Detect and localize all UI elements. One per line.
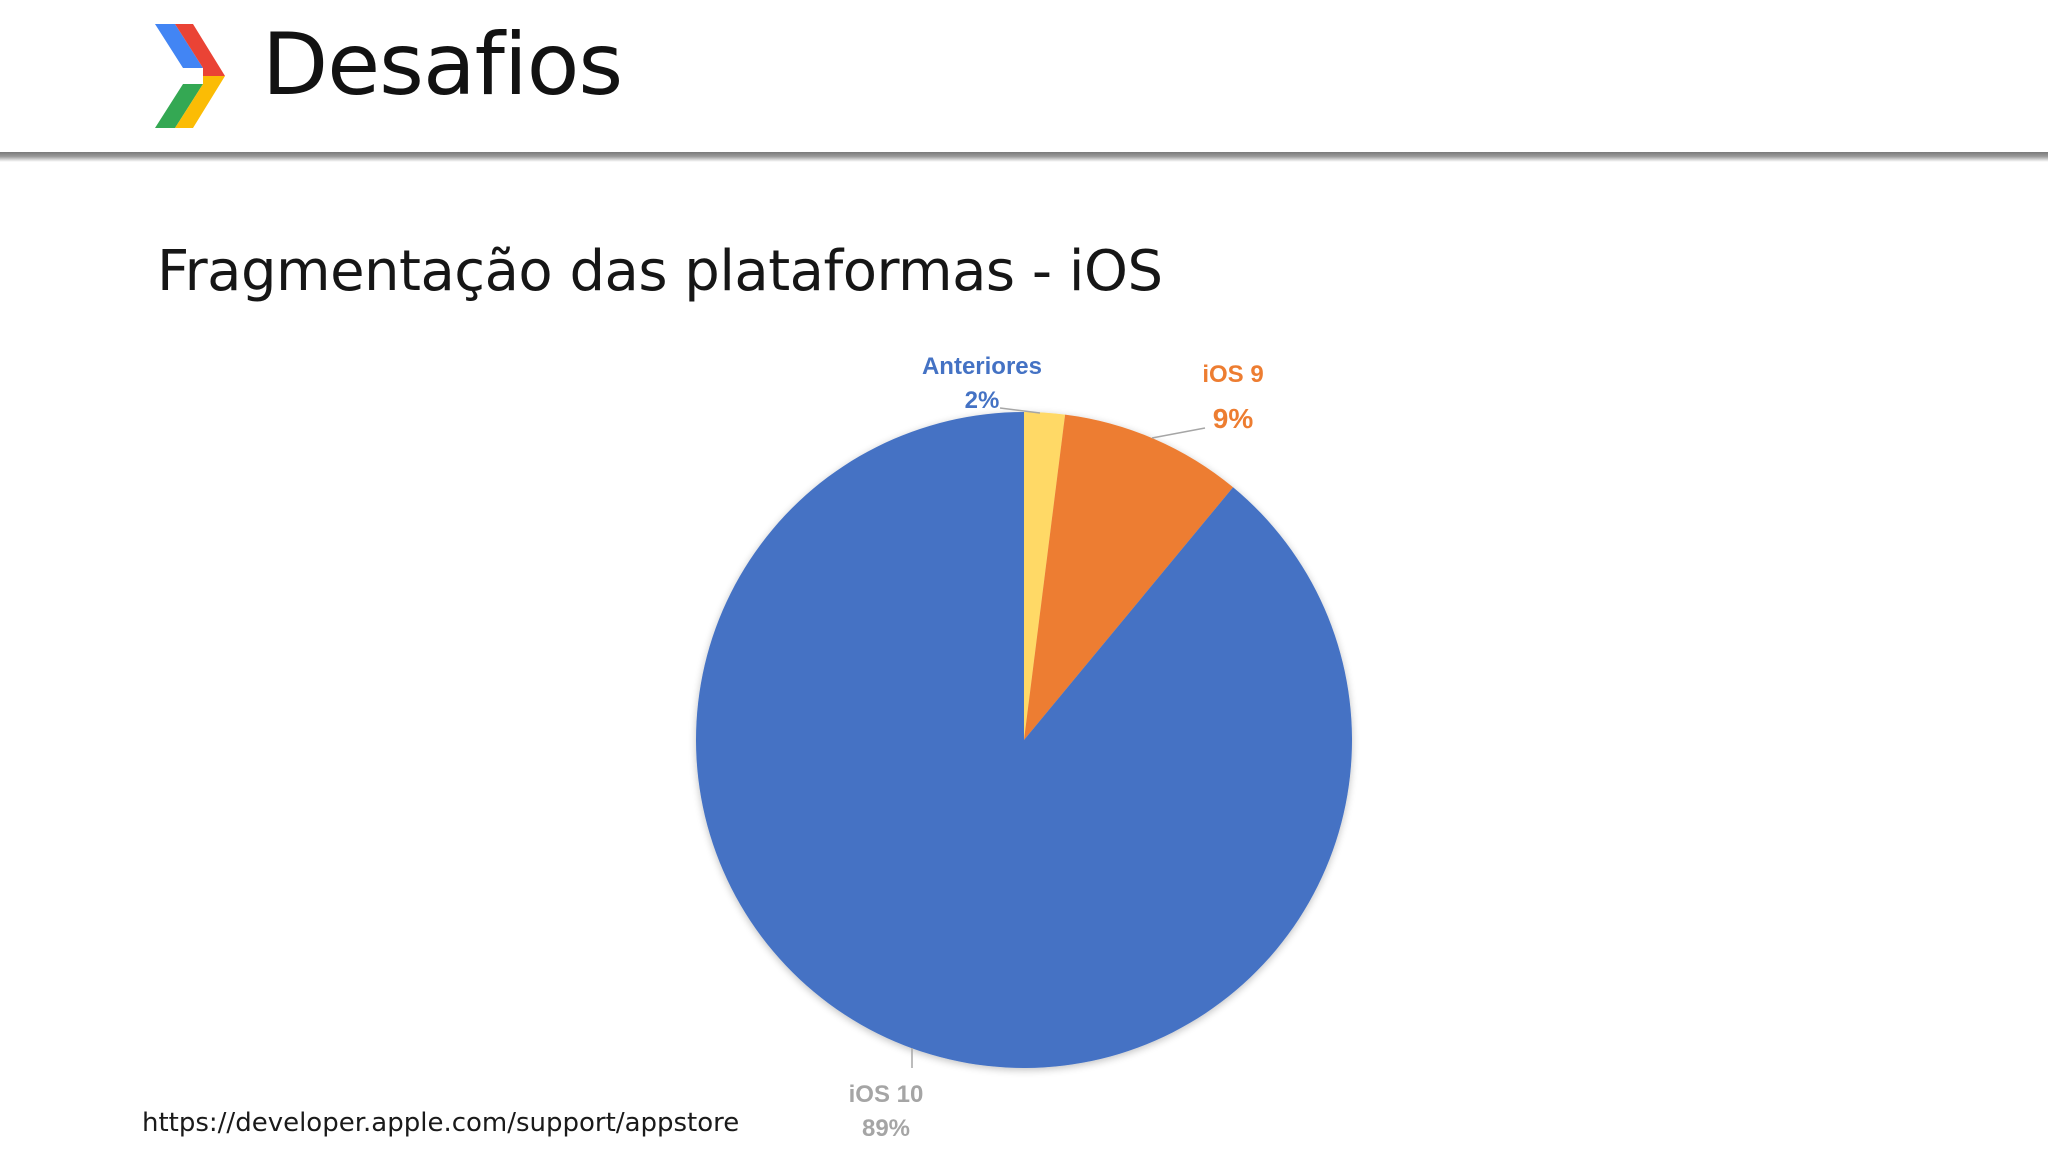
- pie-percent-label: 89%: [862, 1115, 910, 1142]
- chevron-logo-icon: [155, 24, 225, 128]
- pie-leader-line: [1151, 427, 1206, 439]
- pie-percent-label: 2%: [965, 387, 1000, 414]
- page-title: Desafios: [262, 15, 623, 115]
- pie-category-label: Anteriores: [922, 353, 1042, 380]
- slide-header: Desafios: [0, 0, 2048, 152]
- pie-category-label: iOS 10: [849, 1081, 924, 1108]
- header-divider: [0, 152, 2048, 162]
- pie-slice-anteriores: [1024, 412, 1066, 740]
- pie-category-label: iOS 9: [1202, 361, 1263, 388]
- pie-percent-label: 9%: [1213, 403, 1254, 434]
- pie-slice-ios-10: [695, 412, 1352, 1068]
- chart-subtitle: Fragmentação das plataformas - iOS: [157, 239, 1163, 304]
- pie-leader-line: [999, 407, 1041, 414]
- source-link[interactable]: https://developer.apple.com/support/apps…: [142, 1108, 740, 1138]
- pie-slice-ios-9: [1024, 414, 1234, 740]
